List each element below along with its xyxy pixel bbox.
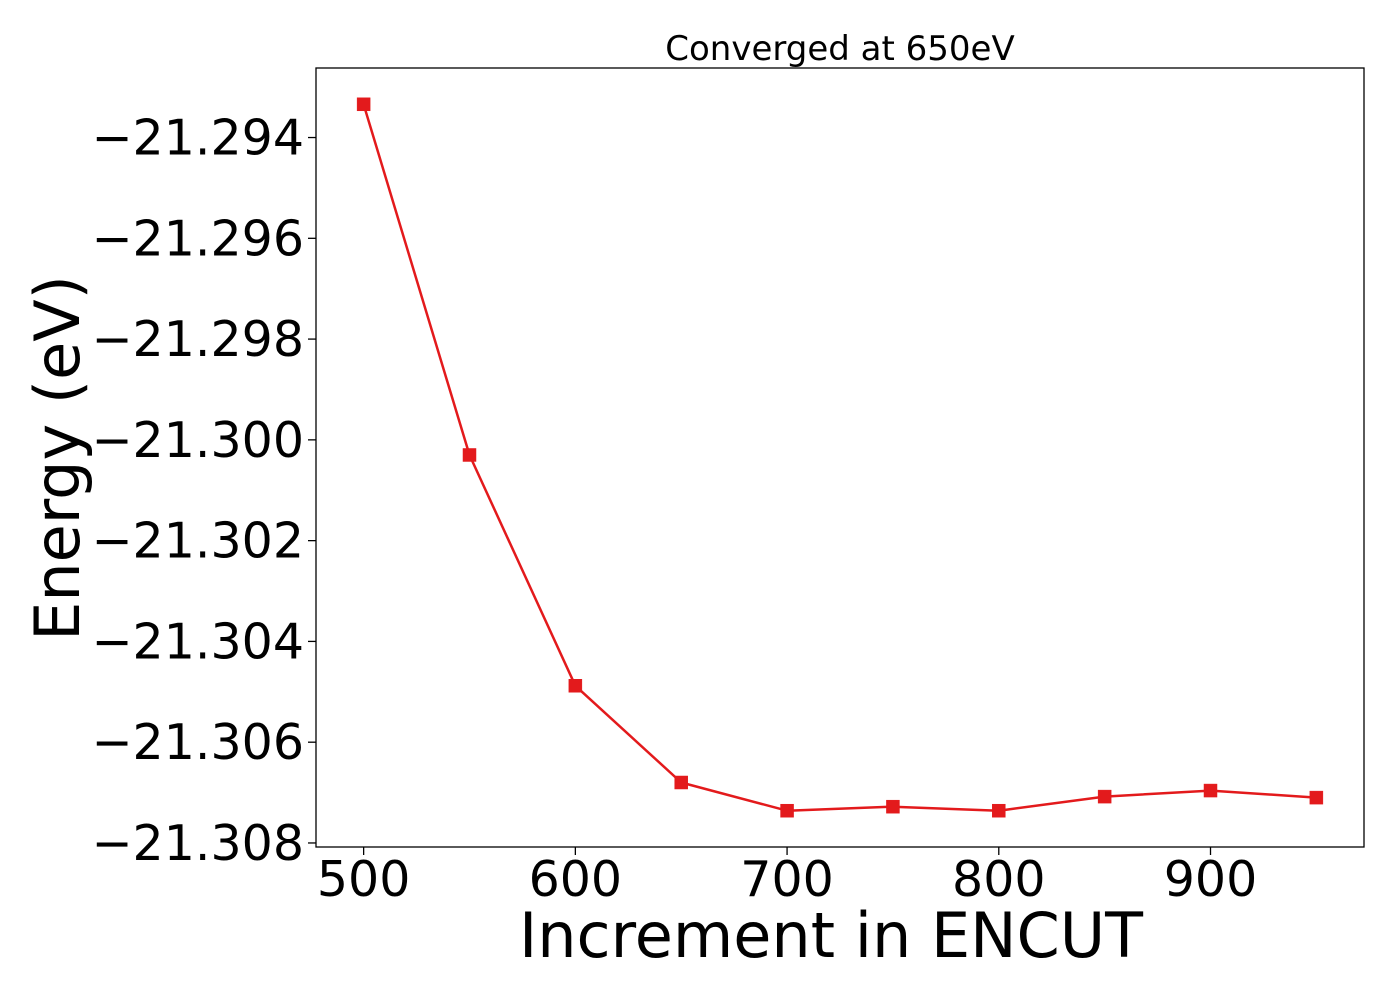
y-tick-label: −21.298	[91, 311, 304, 368]
data-point-marker	[1309, 790, 1324, 805]
y-tick-label: −21.308	[91, 815, 304, 872]
x-tick-label: 900	[1164, 851, 1258, 908]
y-tick-label: −21.294	[91, 110, 304, 167]
data-point-marker	[356, 97, 371, 112]
y-tick-label: −21.306	[91, 714, 304, 771]
x-axis: 500 600 700 800 900	[317, 847, 1257, 908]
data-point-marker	[674, 775, 688, 790]
y-axis: −21.294 −21.296 −21.298 −21.300 −21.302 −21.3…	[91, 110, 316, 872]
data-point-marker	[886, 799, 900, 814]
y-tick-label: −21.302	[91, 513, 304, 570]
plot-area	[356, 97, 1324, 818]
data-point-marker	[992, 803, 1006, 818]
x-axis-label: Increment in ENCUT	[519, 899, 1144, 972]
x-tick-label: 600	[529, 851, 623, 908]
series-line	[362, 103, 1317, 812]
y-tick-label: −21.296	[91, 210, 304, 267]
x-tick-label: 500	[317, 851, 411, 908]
plot-frame	[315, 67, 1365, 848]
data-point-marker	[1097, 789, 1112, 804]
data-point-marker	[1203, 783, 1218, 798]
y-tick-label: −21.300	[91, 412, 304, 469]
data-point-marker	[568, 679, 583, 693]
chart-title: Converged at 650eV	[665, 29, 1014, 69]
y-tick-label: −21.304	[91, 613, 304, 670]
y-axis-label: Energy (eV)	[21, 275, 94, 641]
data-point-marker	[462, 448, 477, 462]
data-point-marker	[780, 803, 794, 818]
x-tick-label: 800	[952, 851, 1046, 908]
x-tick-label: 700	[740, 851, 834, 908]
